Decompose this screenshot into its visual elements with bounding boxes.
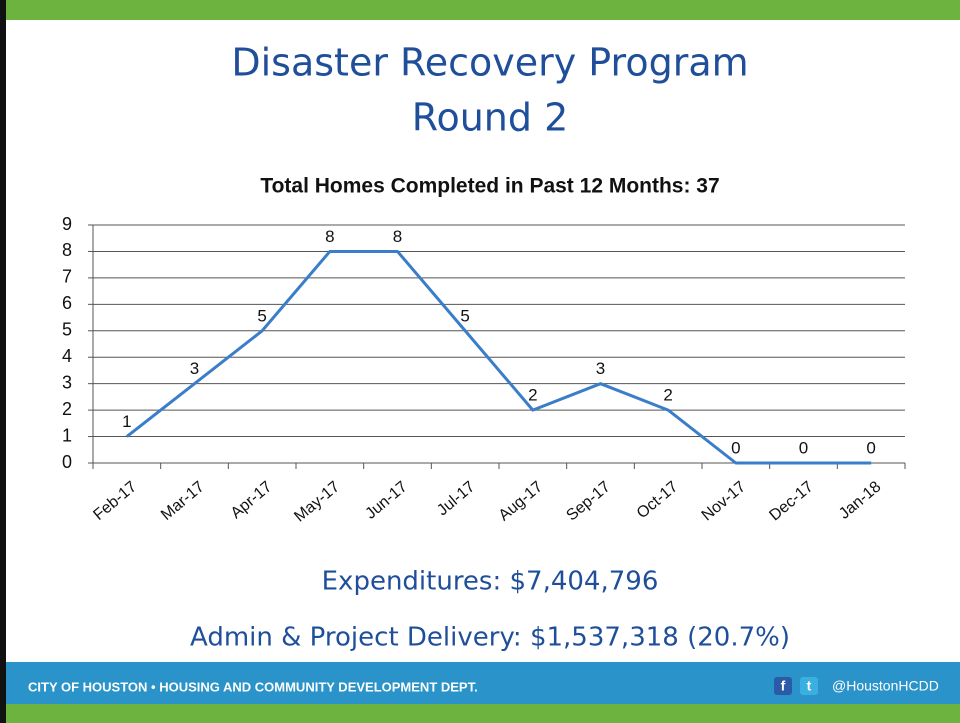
data-label: 2: [663, 386, 672, 405]
y-tick-label: 1: [62, 425, 72, 445]
y-tick-label: 3: [62, 372, 72, 392]
twitter-letter: t: [807, 678, 812, 694]
footer-handle[interactable]: @HoustonHCDD: [832, 678, 939, 694]
y-tick-label: 4: [62, 346, 72, 366]
data-label: 5: [460, 306, 469, 325]
slide-title: Round 2: [412, 96, 569, 140]
data-label: 3: [596, 359, 605, 378]
data-label: 8: [325, 227, 334, 246]
data-label: 1: [122, 412, 131, 431]
facebook-icon[interactable]: [774, 677, 792, 695]
expenditures: Expenditures: $7,404,796: [322, 567, 659, 597]
data-label: 0: [866, 438, 875, 457]
footer-org: CITY OF HOUSTON • HOUSING AND COMMUNITY …: [28, 679, 478, 694]
y-tick-label: 5: [62, 320, 72, 340]
data-label: 2: [528, 386, 537, 405]
left-border: [0, 0, 6, 723]
y-tick-label: 2: [62, 399, 72, 419]
data-label: 3: [190, 359, 199, 378]
data-label: 5: [257, 306, 266, 325]
data-label: 0: [731, 438, 740, 457]
y-tick-label: 6: [62, 293, 72, 313]
data-label: 8: [393, 227, 402, 246]
admin-delivery: Admin & Project Delivery: $1,537,318 (20…: [190, 623, 790, 653]
y-tick-label: 8: [62, 240, 72, 260]
y-tick-label: 7: [62, 267, 72, 287]
data-label: 0: [799, 438, 808, 457]
chart-title: Total Homes Completed in Past 12 Months:…: [260, 175, 719, 198]
top-band: [0, 0, 960, 20]
twitter-icon[interactable]: [800, 677, 818, 695]
y-tick-label: 0: [62, 452, 72, 472]
bottom-band: [6, 704, 960, 723]
line: [125, 249, 872, 465]
facebook-letter: f: [781, 678, 786, 694]
y-tick-label: 9: [62, 214, 72, 234]
slide-title: Disaster Recovery Program: [231, 41, 748, 85]
